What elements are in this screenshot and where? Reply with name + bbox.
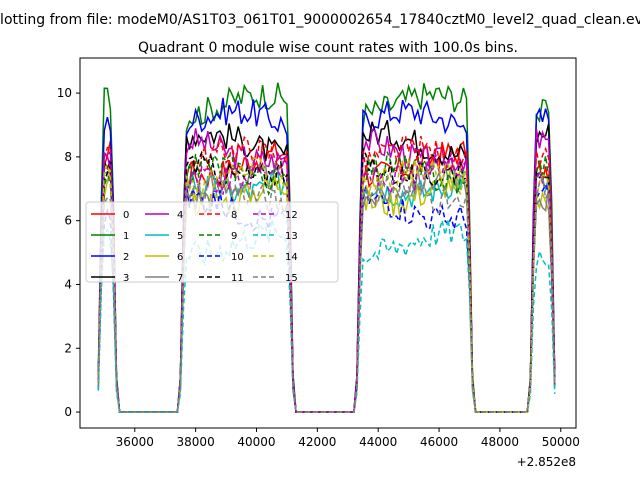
x-tick-label: 40000 — [237, 435, 275, 449]
legend-label: 1 — [123, 231, 129, 242]
series-layer — [97, 82, 556, 413]
legend-label: 7 — [177, 273, 183, 284]
y-tick-label: 2 — [64, 341, 72, 355]
x-tick-label: 36000 — [116, 435, 154, 449]
legend-label: 15 — [285, 273, 298, 284]
x-tick-label: 38000 — [177, 435, 215, 449]
y-tick-label: 10 — [57, 86, 72, 100]
x-tick-label: 48000 — [481, 435, 519, 449]
plot-frame — [79, 57, 577, 429]
legend-label: 9 — [231, 231, 237, 242]
legend-label: 10 — [231, 252, 244, 263]
figure-suptitle: Plotting from file: modeM0/AS1T03_061T01… — [0, 12, 640, 28]
y-tick-label: 6 — [64, 214, 72, 228]
x-offset-label: +2.852e8 — [517, 455, 576, 469]
legend-label: 13 — [285, 231, 298, 242]
x-tick-label: 50000 — [542, 435, 580, 449]
legend-label: 2 — [123, 252, 129, 263]
x-tick-label: 44000 — [359, 435, 397, 449]
legend-label: 6 — [177, 252, 183, 263]
chart-title: Quadrant 0 module wise count rates with … — [138, 40, 518, 56]
y-tick-label: 8 — [64, 150, 72, 164]
y-tick-label: 4 — [64, 277, 72, 291]
legend-box — [85, 201, 339, 283]
legend-label: 14 — [285, 252, 298, 263]
legend-label: 0 — [123, 210, 129, 221]
legend-label: 11 — [231, 273, 244, 284]
legend-label: 4 — [177, 210, 183, 221]
series-line-15 — [97, 170, 556, 413]
y-tick-label: 0 — [64, 405, 72, 419]
legend-label: 8 — [231, 210, 237, 221]
legend-label: 5 — [177, 231, 183, 242]
y-axis: 0 2 4 6 8 10 — [57, 86, 80, 419]
legend-label: 3 — [123, 273, 129, 284]
x-tick-label: 42000 — [298, 435, 336, 449]
x-tick-label: 46000 — [420, 435, 458, 449]
legend-label: 12 — [285, 210, 298, 221]
x-axis: 36000 38000 40000 42000 44000 46000 48000 50000 — [116, 428, 580, 449]
